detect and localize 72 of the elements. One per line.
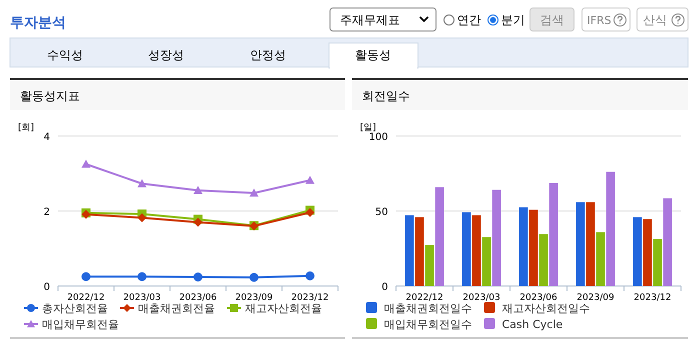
point — [82, 160, 90, 168]
x-tick-label: 2022/12 — [406, 293, 444, 303]
point — [306, 208, 314, 217]
legend-label: Cash Cycle — [502, 318, 563, 331]
legend-label: 매출채권회전일수 — [384, 302, 472, 315]
bar — [596, 232, 605, 286]
bar — [586, 202, 595, 286]
y-tick-label: 4 — [44, 132, 50, 143]
bar — [462, 212, 471, 286]
bar — [492, 190, 501, 286]
bar — [606, 172, 615, 286]
point — [250, 272, 258, 282]
legend-label: 재고자산회전일수 — [502, 302, 590, 315]
legend-label: 매입채무회전일수 — [384, 318, 472, 331]
bar — [472, 215, 481, 286]
x-tick-label: 2023/03 — [462, 293, 500, 303]
text: 성장성 — [148, 48, 184, 62]
point — [138, 272, 146, 282]
bar — [643, 219, 652, 286]
y-tick-label: 2 — [44, 207, 50, 218]
text: 연간 — [457, 13, 481, 27]
x-tick-label: 2022/12 — [67, 293, 105, 303]
bar — [539, 234, 548, 286]
y-tick-label: 0 — [382, 282, 388, 293]
x-tick-label: 2023/06 — [179, 293, 217, 303]
bar — [415, 217, 424, 286]
point — [250, 188, 258, 197]
x-tick-label: 2023/12 — [634, 293, 672, 303]
text: 활동성 — [355, 48, 391, 62]
bar — [425, 245, 434, 286]
y-axis-title: [일] — [360, 123, 376, 133]
point — [138, 179, 146, 188]
text: 주재무제표 — [340, 13, 400, 27]
point — [306, 176, 314, 184]
x-tick-label: 2023/09 — [235, 293, 273, 303]
point — [194, 272, 202, 282]
chart-title: 활동성지표 — [20, 89, 80, 103]
bar — [405, 215, 414, 286]
text: 안정성 — [250, 48, 286, 62]
text: 투자분석 — [10, 15, 66, 31]
x-tick-label: 2023/12 — [291, 293, 329, 303]
y-tick-label: 100 — [368, 132, 388, 143]
point — [82, 272, 90, 282]
bar — [576, 202, 585, 286]
legend-label: 매입채무회전율 — [42, 318, 119, 331]
x-tick-label: 2023/09 — [576, 293, 614, 303]
legend-label: 재고자산회전율 — [245, 302, 322, 315]
text: 산식 — [643, 13, 667, 27]
chart-title: 회전일수 — [362, 89, 410, 103]
bar — [519, 207, 528, 286]
bar — [529, 210, 538, 286]
text: IFRS — [587, 14, 612, 27]
bar — [633, 217, 642, 286]
point — [194, 186, 202, 194]
point — [194, 218, 202, 227]
text: 수익성 — [47, 48, 83, 62]
y-tick-label: 0 — [44, 282, 50, 293]
text: 분기 — [501, 13, 525, 27]
bar — [435, 187, 444, 286]
bar — [482, 237, 491, 286]
bar — [663, 198, 672, 286]
y-tick-label: 50 — [375, 207, 388, 218]
legend-label: 매출채권회전율 — [138, 302, 215, 315]
bar — [549, 182, 558, 286]
x-tick-label: 2023/03 — [123, 293, 161, 303]
bar — [653, 239, 662, 286]
x-tick-label: 2023/06 — [520, 293, 558, 303]
text: 검색 — [540, 13, 564, 27]
legend-label: 총자산회전율 — [42, 302, 108, 315]
point — [306, 271, 314, 280]
y-axis-title: [회] — [18, 123, 34, 133]
point — [138, 213, 146, 222]
